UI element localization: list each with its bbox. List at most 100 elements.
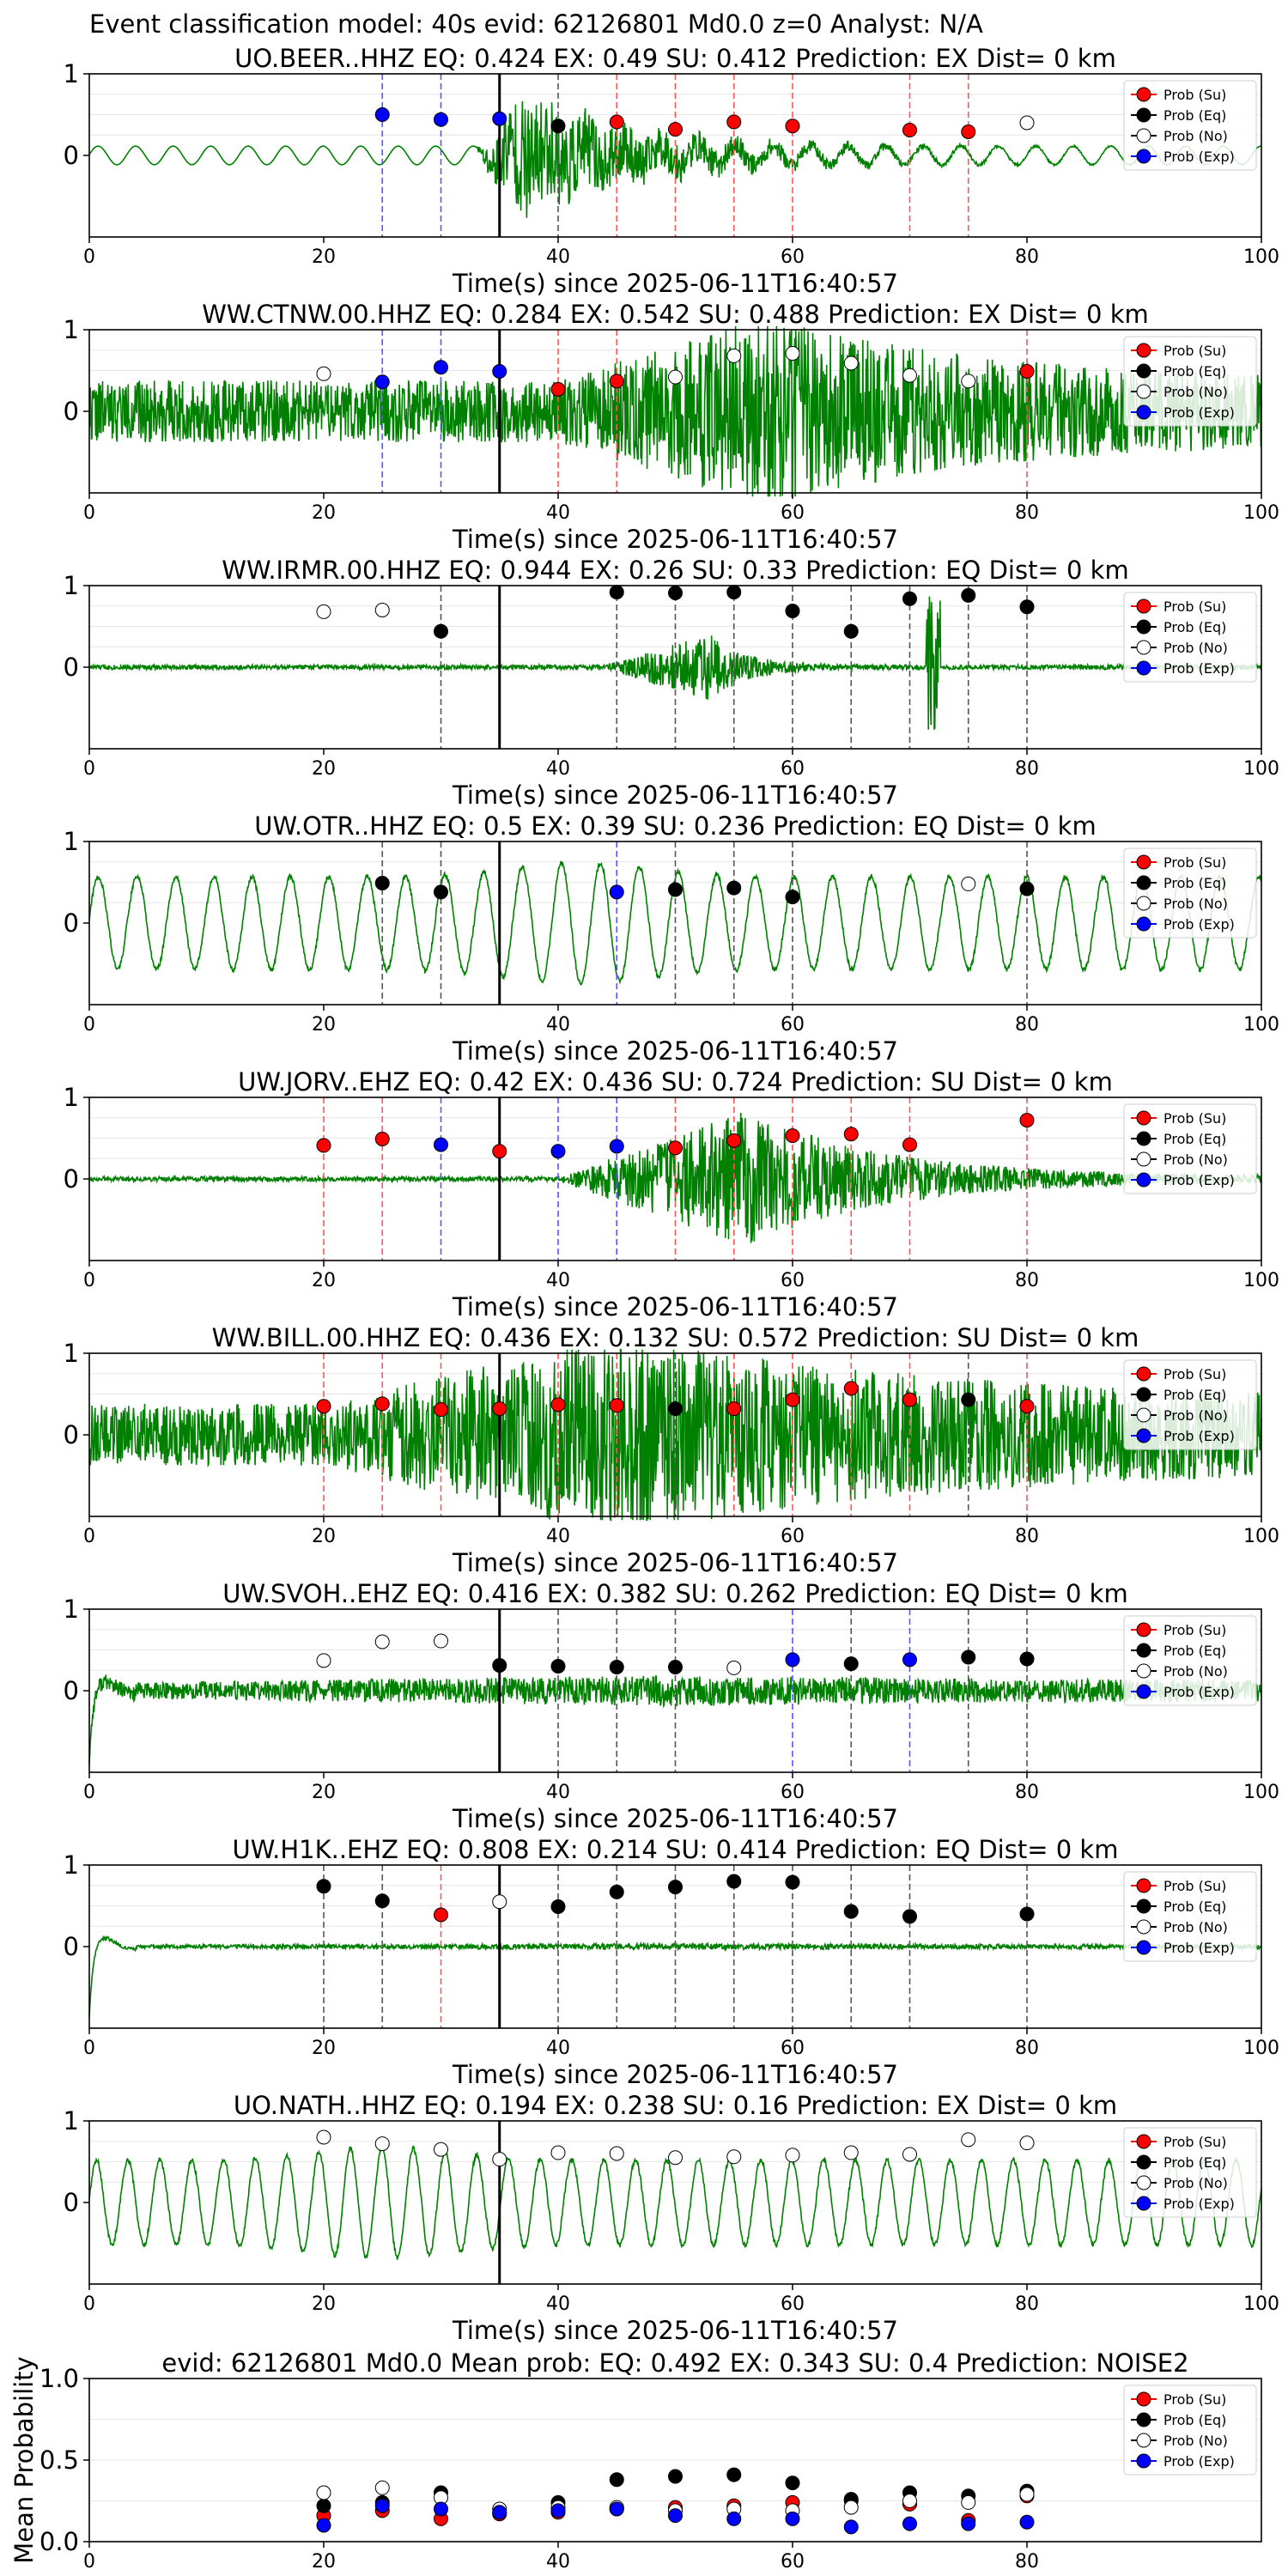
prob-point-eq (961, 1392, 976, 1407)
x-tick-label: 20 (312, 1270, 336, 1291)
prob-point-no (785, 346, 800, 361)
y-tick-label: 1 (64, 1083, 79, 1112)
legend-marker (1136, 1428, 1151, 1443)
prob-point-su (726, 114, 742, 130)
legend-label: Prob (Eq) (1163, 1387, 1226, 1403)
legend-label: Prob (No) (1163, 2175, 1228, 2191)
prob-point-eq (726, 585, 742, 600)
prob-point-su (902, 123, 917, 138)
prob-point-eq (726, 880, 742, 896)
y-tick-label: 0.0 (39, 2527, 79, 2556)
legend-label: Prob (Su) (1163, 1110, 1226, 1127)
prob-point-su (1019, 1399, 1035, 1414)
mean-prob-point-exp (1019, 2514, 1035, 2530)
prob-point-no (316, 1653, 331, 1668)
prob-point-eq (843, 1904, 859, 1919)
prob-point-su (374, 1131, 390, 1146)
waveform-trace (88, 860, 1262, 987)
x-tick-label: 100 (1243, 1014, 1279, 1036)
x-tick-label: 80 (1015, 1526, 1039, 1547)
x-tick-label: 60 (781, 2551, 805, 2573)
prob-point-eq (492, 1658, 507, 1674)
legend-label: Prob (Exp) (1163, 916, 1235, 933)
prob-point-no (843, 355, 859, 371)
x-tick-label: 20 (312, 2551, 336, 2573)
legend-marker (1136, 916, 1151, 932)
panel: UO.BEER..HHZ EQ: 0.424 EX: 0.49 SU: 0.41… (64, 44, 1279, 298)
legend-marker (1136, 640, 1151, 655)
x-axis-label: Time(s) since 2025-06-11T16:40:57 (452, 269, 898, 298)
x-axis-label: Time(s) since 2025-06-11T16:40:57 (452, 1292, 898, 1321)
prob-point-su (550, 1397, 566, 1413)
prob-point-exp (609, 1139, 624, 1154)
prob-point-su (492, 1401, 507, 1417)
panel-title: UO.BEER..HHZ EQ: 0.424 EX: 0.49 SU: 0.41… (234, 44, 1116, 73)
legend-box (1123, 2385, 1257, 2476)
legend-label: Prob (Eq) (1163, 107, 1226, 124)
x-tick-label: 100 (1243, 1526, 1279, 1547)
panel-title: WW.CTNW.00.HHZ EQ: 0.284 EX: 0.542 SU: 0… (202, 300, 1149, 329)
prob-point-su (316, 1138, 331, 1153)
x-tick-label: 80 (1015, 1270, 1039, 1291)
legend-marker (1136, 660, 1151, 676)
x-tick-label: 60 (781, 758, 805, 780)
legend-label: Prob (Eq) (1163, 363, 1226, 380)
prob-point-exp (492, 363, 507, 379)
waveform-trace (88, 596, 1262, 731)
x-tick-label: 60 (781, 2038, 805, 2059)
mean-prob-point-exp (785, 2511, 800, 2526)
prob-point-su (434, 1402, 448, 1418)
prob-point-eq (609, 585, 624, 600)
y-tick-label: 0 (64, 2188, 79, 2217)
waveform-trace (88, 1112, 1262, 1243)
legend-label: Prob (Eq) (1163, 875, 1226, 891)
legend-label: Prob (Su) (1163, 343, 1226, 359)
legend-marker (1136, 1622, 1151, 1637)
prob-point-eq (1019, 1906, 1035, 1922)
mean-prob-point-eq (609, 2472, 624, 2488)
mean-prob-point-no (843, 2500, 859, 2515)
mean-prob-point-no (1019, 2487, 1035, 2502)
prob-point-eq (550, 1659, 566, 1674)
prob-point-eq (550, 118, 566, 134)
x-tick-label: 100 (1243, 1270, 1279, 1291)
x-tick-label: 100 (1243, 1782, 1279, 1803)
legend-label: Prob (Eq) (1163, 619, 1226, 635)
y-axis-label: Mean Probability (9, 2356, 39, 2564)
prob-point-su (668, 122, 683, 137)
legend-label: Prob (No) (1163, 1919, 1228, 1935)
prob-point-su (609, 114, 624, 130)
prob-point-no (726, 348, 742, 363)
x-tick-label: 80 (1015, 758, 1039, 780)
x-tick-label: 60 (781, 502, 805, 524)
prob-point-su (902, 1392, 917, 1407)
legend-label: Prob (Exp) (1163, 1940, 1235, 1956)
prob-point-eq (434, 884, 448, 900)
legend-marker (1136, 1366, 1151, 1382)
panel-title: WW.IRMR.00.HHZ EQ: 0.944 EX: 0.26 SU: 0.… (222, 556, 1128, 585)
x-tick-label: 20 (312, 246, 336, 268)
legend-marker (1136, 1899, 1151, 1914)
x-tick-label: 40 (546, 1526, 570, 1547)
prob-point-eq (550, 1899, 566, 1914)
x-tick-label: 60 (781, 246, 805, 268)
legend-marker (1136, 2412, 1151, 2427)
prob-point-su (785, 1128, 800, 1144)
legend-marker (1136, 1643, 1151, 1658)
legend-marker (1136, 87, 1151, 102)
mean-prob-point-eq (726, 2467, 742, 2482)
prob-point-eq (434, 623, 448, 639)
prob-point-exp (609, 884, 624, 900)
x-tick-label: 80 (1015, 246, 1039, 268)
x-tick-label: 0 (83, 758, 95, 780)
y-tick-label: 0.5 (39, 2445, 79, 2475)
prob-point-su (609, 1398, 624, 1413)
legend-box (1123, 1615, 1257, 1706)
x-axis-label: Time(s) since 2025-06-11T16:40:57 (452, 1036, 898, 1066)
prob-point-su (1019, 363, 1035, 379)
legend-marker (1136, 2154, 1151, 2170)
legend-label: Prob (Exp) (1163, 149, 1235, 165)
prob-point-su (434, 1907, 448, 1923)
x-tick-label: 100 (1243, 2293, 1279, 2315)
panel: WW.BILL.00.HHZ EQ: 0.436 EX: 0.132 SU: 0… (64, 1323, 1279, 1577)
